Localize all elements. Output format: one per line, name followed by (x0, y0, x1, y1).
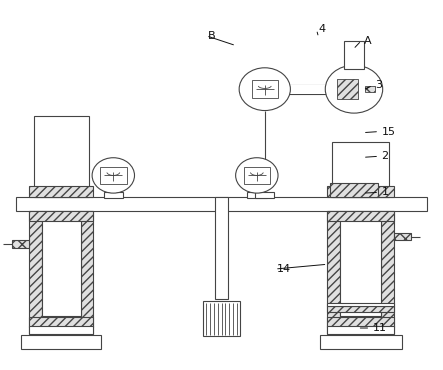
Bar (265, 85, 354, 94)
Bar (104, 192, 123, 198)
Bar (247, 192, 267, 198)
Text: B: B (208, 31, 216, 41)
Text: 15: 15 (381, 127, 395, 137)
Text: A: A (364, 36, 371, 46)
Bar (29, 211, 93, 221)
Bar (29, 317, 93, 327)
Bar (12, 240, 29, 248)
Bar (29, 326, 93, 334)
Bar (215, 197, 228, 299)
Bar (100, 167, 127, 184)
Bar (381, 211, 394, 334)
Bar (29, 186, 93, 197)
Bar (344, 41, 364, 69)
Bar (21, 335, 101, 349)
Bar (365, 86, 375, 92)
Bar (394, 233, 412, 240)
Bar (34, 116, 89, 197)
Bar (81, 211, 93, 334)
Bar (327, 211, 394, 221)
Bar (332, 141, 389, 197)
Bar (255, 192, 275, 198)
Circle shape (325, 65, 383, 113)
Circle shape (92, 158, 135, 193)
Bar (42, 211, 81, 316)
Bar (340, 211, 381, 316)
Bar (203, 301, 240, 336)
Text: 3: 3 (375, 81, 382, 91)
Text: 11: 11 (373, 323, 387, 333)
Bar (327, 211, 340, 334)
Bar (327, 317, 394, 327)
Bar (327, 303, 394, 306)
Bar (327, 306, 394, 312)
Bar (337, 79, 358, 100)
Bar (327, 326, 394, 334)
Circle shape (236, 158, 278, 193)
Bar (29, 211, 42, 334)
Text: 1: 1 (381, 187, 389, 197)
Circle shape (239, 68, 291, 111)
Text: 14: 14 (277, 264, 291, 274)
Bar (319, 335, 402, 349)
Bar (244, 167, 270, 184)
Bar (327, 186, 394, 197)
Bar (252, 80, 278, 98)
Text: 4: 4 (319, 24, 326, 34)
Bar (16, 197, 427, 211)
Text: 2: 2 (381, 151, 389, 161)
Bar (330, 183, 378, 197)
